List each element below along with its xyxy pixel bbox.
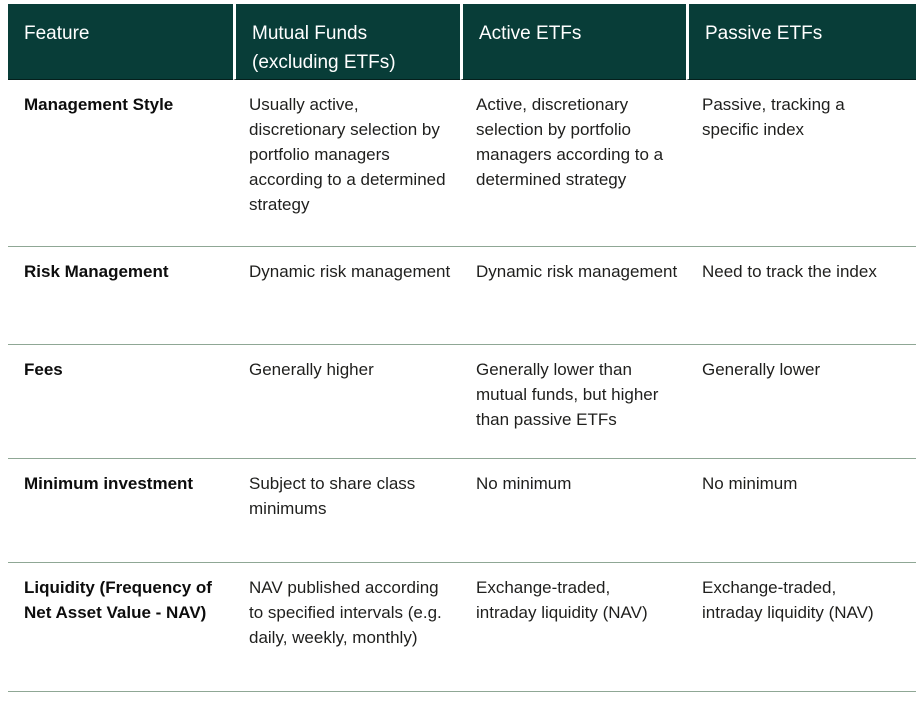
feature-label: Liquidity (Frequency of Net Asset Value … [24,578,212,622]
header-label-mutual-funds: Mutual Funds (excluding ETFs) [252,23,396,73]
cell-value: No minimum [476,474,572,493]
feature-label: Fees [24,360,63,379]
table-row-fees: Fees Generally higher Generally lower th… [8,345,916,459]
cell-feature: Risk Management [8,247,233,344]
header-label-passive-etfs: Passive ETFs [705,23,823,44]
cell-active-etfs: Generally lower than mutual funds, but h… [460,345,686,458]
feature-label: Management Style [24,95,174,114]
header-cell-passive-etfs: Passive ETFs [686,4,916,80]
header-cell-feature: Feature [8,4,233,80]
cell-passive-etfs: Passive, tracking a specific index [686,80,916,246]
cell-mutual-funds: Subject to share class minimums [233,459,460,562]
cell-value: Dynamic risk management [249,262,451,281]
cell-value: Dynamic risk management [476,262,678,281]
cell-passive-etfs: Generally lower [686,345,916,458]
cell-value: Passive, tracking a specific index [702,95,845,139]
cell-value: NAV published according to specified int… [249,578,442,647]
cell-value: Active, discretionary selection by portf… [476,95,664,189]
table-row-liquidity: Liquidity (Frequency of Net Asset Value … [8,563,916,692]
header-label-feature: Feature [24,23,90,44]
cell-value: No minimum [702,474,798,493]
table-row-minimum-investment: Minimum investment Subject to share clas… [8,459,916,563]
cell-mutual-funds: Usually active, discretionary selection … [233,80,460,246]
cell-value: Generally lower [702,360,821,379]
cell-value: Generally lower than mutual funds, but h… [476,360,659,429]
cell-mutual-funds: NAV published according to specified int… [233,563,460,691]
header-label-active-etfs: Active ETFs [479,23,582,44]
cell-feature: Minimum investment [8,459,233,562]
cell-feature: Management Style [8,80,233,246]
cell-value: Usually active, discretionary selection … [249,95,446,214]
header-cell-active-etfs: Active ETFs [460,4,686,80]
cell-feature: Fees [8,345,233,458]
cell-passive-etfs: Exchange-traded, intraday liquidity (NAV… [686,563,916,691]
cell-active-etfs: Active, discretionary selection by portf… [460,80,686,246]
cell-mutual-funds: Dynamic risk management [233,247,460,344]
feature-label: Minimum investment [24,474,194,493]
cell-active-etfs: Dynamic risk management [460,247,686,344]
header-cell-mutual-funds: Mutual Funds (excluding ETFs) [233,4,460,80]
cell-value: Generally higher [249,360,374,379]
cell-passive-etfs: Need to track the index [686,247,916,344]
table-row-management-style: Management Style Usually active, discret… [8,80,916,247]
cell-passive-etfs: No minimum [686,459,916,562]
table-header-row: Feature Mutual Funds (excluding ETFs) Ac… [8,4,916,80]
cell-value: Need to track the index [702,262,877,281]
cell-feature: Liquidity (Frequency of Net Asset Value … [8,563,233,691]
cell-active-etfs: Exchange-traded, intraday liquidity (NAV… [460,563,686,691]
table-row-risk-management: Risk Management Dynamic risk management … [8,247,916,345]
cell-value: Exchange-traded, intraday liquidity (NAV… [702,578,874,622]
comparison-table: Feature Mutual Funds (excluding ETFs) Ac… [8,4,916,692]
cell-active-etfs: No minimum [460,459,686,562]
cell-mutual-funds: Generally higher [233,345,460,458]
cell-value: Exchange-traded, intraday liquidity (NAV… [476,578,648,622]
cell-value: Subject to share class minimums [249,474,416,518]
feature-label: Risk Management [24,262,169,281]
